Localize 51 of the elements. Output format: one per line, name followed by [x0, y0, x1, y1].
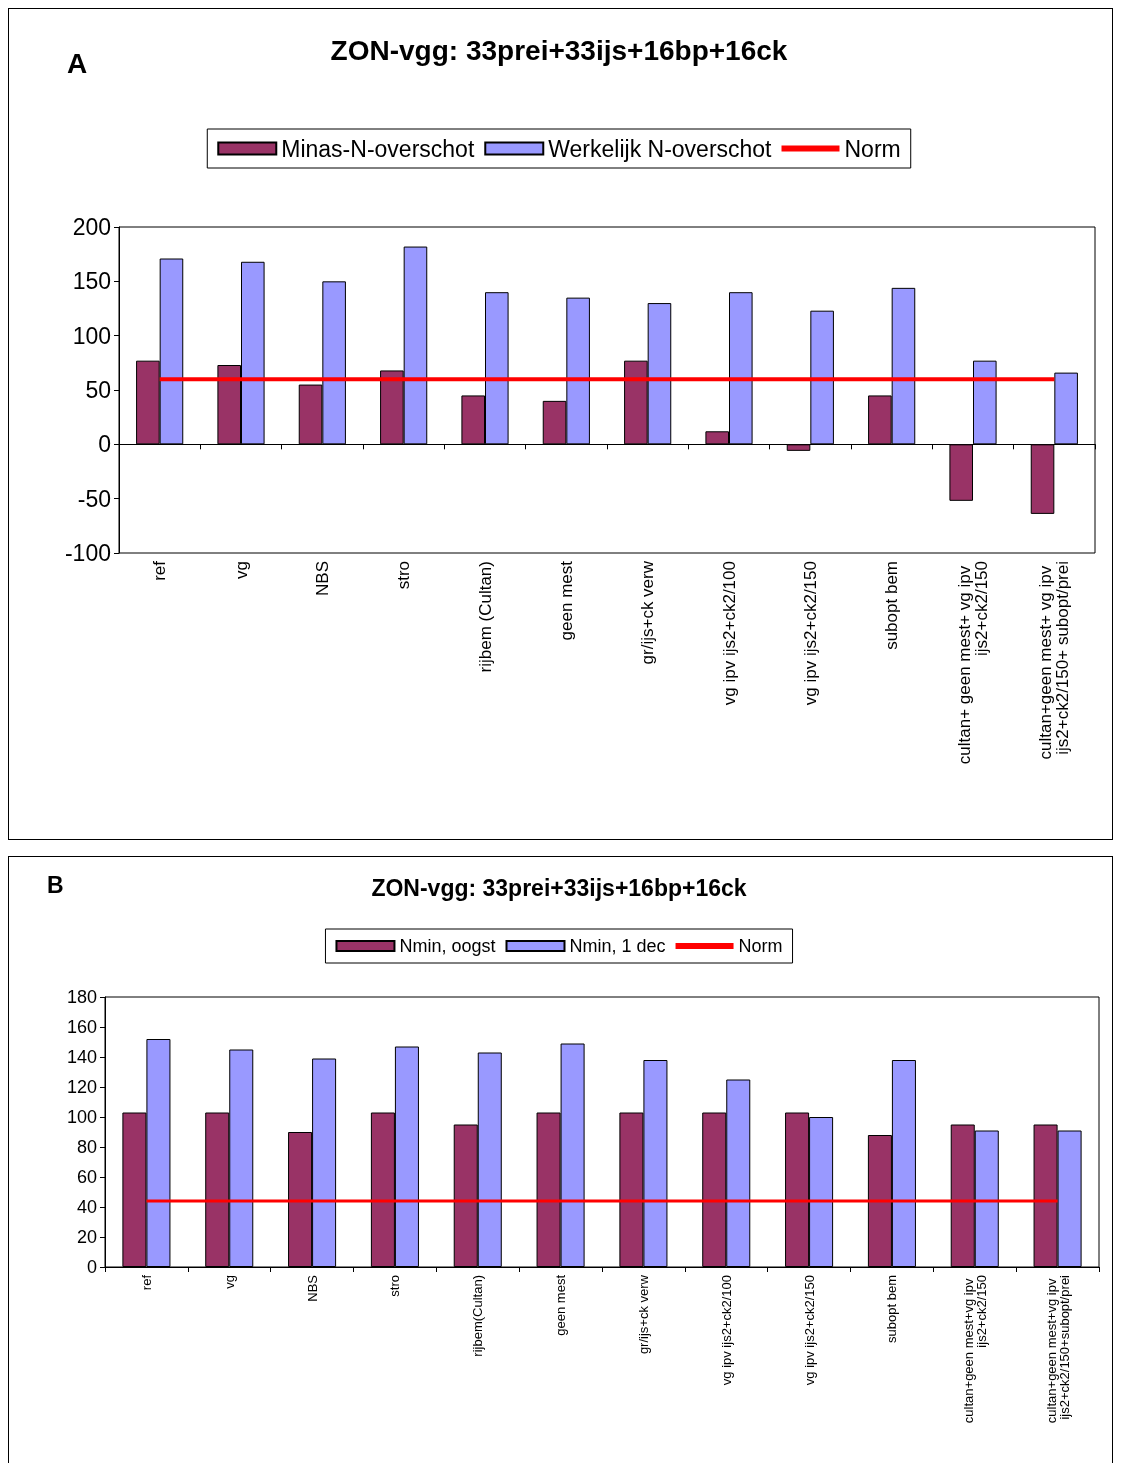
x-tick-label: vg ipv ijs2+ck2/150 — [800, 561, 820, 706]
x-tick-label: NBS — [312, 561, 332, 596]
legend-label: Norm — [844, 135, 901, 162]
y-tick-label: 100 — [72, 322, 111, 349]
y-tick-label: 20 — [76, 1227, 97, 1247]
x-tick-label: subopt bem — [884, 1275, 900, 1343]
x-tick-label: gr/ijs+ck verw — [635, 1274, 651, 1355]
x-tick-label: cultan+geen mest+ vg ipv ijs2+ck2/150+ subopt/prei — [1036, 561, 1073, 760]
y-tick-label: 40 — [76, 1197, 97, 1217]
x-tick-label: geen mest — [556, 560, 576, 641]
legend-label: Minas-N-overschot — [281, 135, 475, 162]
x-tick-label: ref — [150, 560, 170, 581]
y-tick-label: -100 — [64, 540, 111, 566]
x-tick-label: vg ipv ijs2+ck2/150 — [801, 1275, 817, 1386]
y-tick-label: 80 — [76, 1137, 97, 1157]
y-tick-label: 180 — [66, 987, 97, 1007]
y-tick-label: 150 — [72, 268, 111, 295]
y-tick-label: 120 — [66, 1077, 97, 1097]
y-tick-label: 0 — [98, 431, 111, 458]
chart-title: ZON-vgg: 33prei+33ijs+16bp+16ck — [371, 874, 747, 901]
x-tick-label: stro — [394, 561, 414, 590]
y-tick-label: 100 — [66, 1107, 97, 1127]
text: A — [67, 47, 88, 79]
x-tick-label: rijbem (Cultan) — [475, 561, 495, 673]
x-tick-label: vg — [221, 1275, 237, 1289]
x-tick-label: vg — [231, 561, 251, 579]
y-tick-label: 140 — [66, 1047, 97, 1067]
chart-title: ZON-vgg: 33prei+33ijs+16bp+16ck — [330, 34, 788, 66]
x-tick-label: vg ipv ijs2+ck2/100 — [719, 561, 739, 706]
y-tick-label: -50 — [77, 485, 111, 512]
legend-label: Nmin, oogst — [399, 936, 496, 956]
x-tick-label: rijbem(Cultan) — [470, 1275, 486, 1357]
x-tick-label: geen mest — [553, 1274, 569, 1336]
legend-label: Nmin, 1 dec — [569, 936, 666, 956]
x-tick-label: ref — [138, 1274, 154, 1291]
y-tick-label: 0 — [86, 1257, 97, 1277]
x-tick-label: vg ipv ijs2+ck2/100 — [718, 1275, 734, 1386]
text: B — [47, 871, 64, 898]
y-tick-label: 160 — [66, 1017, 97, 1037]
y-tick-label: 50 — [85, 377, 111, 403]
x-tick-label: stro — [387, 1275, 403, 1297]
x-tick-label: NBS — [304, 1274, 320, 1302]
x-tick-label: cultan+ geen mest+ vg ipv ijs2+ck2/150 — [955, 561, 991, 765]
x-tick-label: cultan+geen mest+vg ipv ijs2+ck2/150+subopt/prei — [1043, 1274, 1072, 1424]
legend-label: Norm — [738, 936, 783, 956]
y-tick-label: 200 — [72, 214, 111, 240]
legend-label: Werkelijk N-overschot — [548, 135, 773, 162]
x-tick-label: cultan+geen mest+vg ipv ijs2+ck2/150 — [960, 1275, 989, 1424]
x-tick-label: gr/ijs+ck verw — [638, 560, 658, 665]
y-tick-label: 60 — [76, 1167, 97, 1187]
x-tick-label: subopt bem — [882, 561, 902, 650]
